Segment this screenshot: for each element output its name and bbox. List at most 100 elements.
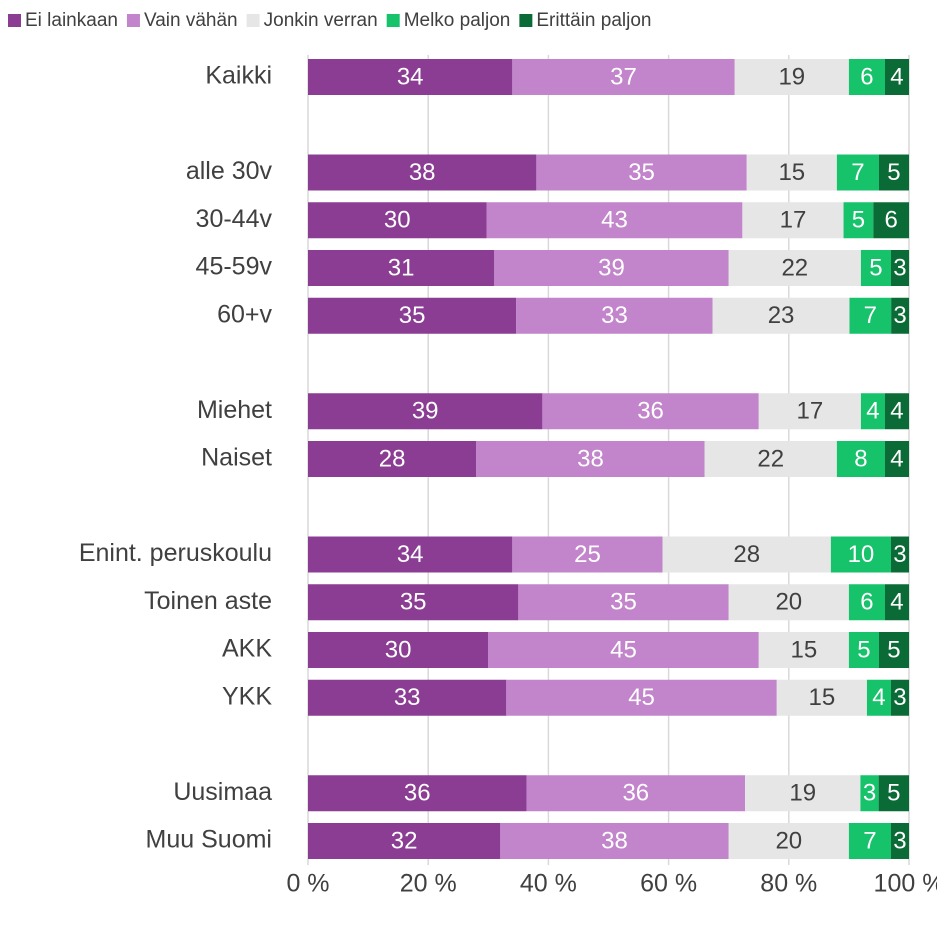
data-label: 31 [388, 254, 415, 281]
legend-swatch [126, 14, 140, 27]
legend-swatch [246, 14, 260, 27]
bar-segment [500, 823, 729, 859]
data-label: 7 [851, 159, 864, 186]
data-label: 3 [893, 684, 906, 711]
bar-segment [884, 393, 909, 430]
data-label: 3 [893, 827, 906, 854]
data-label: 25 [574, 541, 601, 568]
data-label: 15 [778, 159, 805, 186]
data-label: 7 [864, 302, 877, 329]
data-label: 32 [391, 827, 418, 854]
bar-segment [891, 297, 909, 334]
bar-segment [884, 59, 909, 95]
y-tick-label: Miehet [197, 396, 272, 424]
data-label: 39 [412, 398, 439, 425]
bar-segment [308, 202, 487, 239]
bar-segment [848, 59, 885, 95]
data-label: 23 [768, 302, 795, 329]
y-tick-label: YKK [222, 682, 272, 710]
data-label: 33 [601, 302, 628, 329]
x-tick-label: 0 % [286, 870, 329, 898]
bar-segment [884, 584, 909, 621]
data-label: 5 [887, 159, 900, 186]
data-label: 22 [781, 254, 808, 281]
data-label: 43 [601, 207, 628, 234]
data-label: 5 [852, 207, 865, 234]
x-tick-label: 100 % [874, 870, 937, 898]
bar-segment [506, 679, 777, 716]
data-label: 28 [733, 541, 760, 568]
data-label: 19 [778, 63, 805, 90]
data-label: 7 [863, 827, 876, 854]
bar-segment [758, 632, 849, 668]
bar-segment [734, 59, 849, 95]
bar-segment [884, 441, 909, 477]
data-label: 35 [628, 159, 655, 186]
bar-segment [890, 823, 909, 859]
y-tick-label: Uusimaa [173, 778, 272, 806]
data-label: 30 [384, 207, 411, 234]
bar-segment [308, 250, 495, 286]
data-label: 36 [404, 780, 431, 807]
data-label: 4 [890, 589, 903, 616]
bar-segment [758, 393, 861, 430]
legend-label: Vain vähän [144, 10, 238, 31]
bar-segment [866, 679, 891, 716]
data-label: 38 [409, 159, 436, 186]
bar-segment [308, 536, 513, 573]
data-label: 17 [796, 398, 823, 425]
bar-segment [486, 202, 743, 239]
bar-segment [542, 393, 759, 430]
bar-segment [878, 154, 909, 191]
data-label: 45 [610, 636, 637, 663]
bar-segment [308, 679, 507, 716]
x-tick-label: 20 % [400, 870, 457, 898]
bar-segment [728, 250, 861, 286]
legend-label: Melko paljon [404, 10, 511, 31]
x-tick-label: 80 % [760, 870, 817, 898]
data-label: 4 [890, 398, 903, 425]
data-label: 35 [610, 589, 637, 616]
bar-segment [308, 441, 477, 477]
bar-segment [890, 679, 909, 716]
bar-segment [526, 775, 746, 812]
bar-segment [890, 250, 909, 286]
y-tick-label: AKK [222, 635, 272, 663]
data-label: 4 [890, 445, 903, 472]
y-tick-label: Kaikki [205, 62, 272, 90]
y-tick-label: 45-59v [196, 253, 273, 281]
data-label: 4 [890, 63, 903, 90]
data-label: 30 [385, 636, 412, 663]
bar-segment [476, 441, 705, 477]
legend-swatch [8, 14, 21, 27]
bar-segment [488, 632, 759, 668]
data-label: 37 [610, 63, 637, 90]
bar-segment [878, 632, 909, 668]
bar-segment [836, 441, 885, 477]
data-label: 3 [893, 302, 906, 329]
data-label: 4 [866, 398, 879, 425]
x-tick-label: 60 % [640, 870, 697, 898]
bar-segment [830, 536, 891, 573]
y-tick-label: 30-44v [196, 205, 273, 233]
data-label: 8 [854, 445, 867, 472]
data-label: 15 [809, 684, 836, 711]
bar-segment [728, 584, 849, 621]
data-label: 5 [887, 780, 900, 807]
bar-segment [745, 775, 861, 812]
bar-segment [860, 393, 885, 430]
bar-segment [860, 775, 879, 812]
data-label: 6 [884, 207, 897, 234]
data-label: 19 [789, 780, 816, 807]
bar-segment [712, 297, 850, 334]
bar-segment [662, 536, 831, 573]
y-tick-label: Naiset [201, 444, 272, 472]
data-label: 39 [598, 254, 625, 281]
data-label: 38 [601, 827, 628, 854]
bar-segment [746, 154, 837, 191]
data-label: 36 [637, 398, 664, 425]
data-label: 36 [622, 780, 649, 807]
bar-segment [512, 536, 663, 573]
data-label: 10 [848, 541, 875, 568]
